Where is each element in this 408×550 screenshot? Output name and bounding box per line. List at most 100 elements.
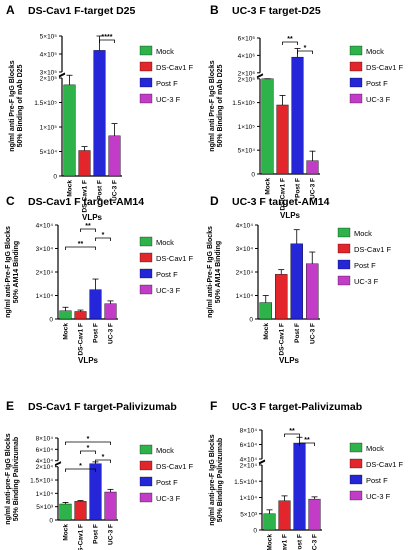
bar-uc-3-f: [108, 135, 121, 177]
y-axis-label-line: 50% AM14 Binding: [13, 241, 20, 303]
y-tick-label: 1.5×10⁵: [34, 100, 57, 107]
legend-label: Mock: [354, 229, 372, 238]
legend-swatch-mock: [139, 444, 153, 455]
bar-uc-3-f: [104, 303, 117, 320]
significance-bracket: [282, 41, 298, 45]
legend-swatch-mock: [349, 442, 363, 453]
bar-mock: [259, 302, 272, 320]
x-tick-label: Mock: [63, 524, 70, 541]
bar-uc-3-f: [104, 491, 117, 521]
legend-label: Post F: [366, 476, 388, 485]
y-tick-label: 2×10⁴: [36, 270, 54, 277]
bar-ds-cav1-f: [275, 274, 288, 320]
y-tick-label: 5×10⁵: [40, 34, 58, 41]
y-tick-label: 5×10⁴: [238, 148, 256, 155]
significance-bracket: [299, 442, 315, 446]
legend-swatch-mock: [139, 236, 153, 247]
x-axis-label: VLPs: [82, 213, 103, 222]
y-axis-label: ng/ml anti-pre-F IgG Blocks50% Binding P…: [209, 434, 224, 526]
panel-letter: D: [210, 194, 219, 208]
bar-uc-3-f: [306, 160, 319, 175]
significance-bracket: [95, 237, 111, 241]
y-axis-label-line: ng/ml anti-pre-F IgG Blocks: [5, 433, 12, 525]
y-tick-label: 0: [49, 317, 53, 324]
y-axis-label-line: 50% Binding of mAb D25: [217, 64, 224, 147]
legend-swatch-uc-3-f: [139, 492, 153, 503]
legend-label: DS-Cav1 F: [156, 63, 194, 72]
y-tick-label: 4×10⁴: [236, 223, 254, 230]
y-tick-label: 4×10⁴: [36, 458, 54, 465]
axis-break-mark: [256, 73, 264, 78]
legend-label: DS-Cav1 F: [366, 63, 404, 72]
significance-label: *: [304, 45, 307, 52]
x-tick-label: UC-3 F: [112, 180, 119, 201]
y-tick-label: 4×10⁴: [36, 223, 54, 230]
legend-swatch-ds-cav1-f: [349, 458, 363, 469]
significance-label: **: [78, 241, 84, 248]
y-axis-label-line: ng/ml anti Pre-F IgG Blocks: [9, 60, 16, 152]
significance-label: *: [79, 463, 82, 470]
y-tick-label: 1.5×10⁵: [232, 100, 255, 107]
y-tick-label: 0: [53, 174, 57, 181]
panel-b: B UC-3 F target-D25 ng/ml anti Pre-F IgG B…: [209, 3, 404, 220]
legend-swatch-post-f: [349, 77, 363, 88]
y-tick-label: 4×10⁶: [238, 53, 256, 60]
legend-swatch-ds-cav1-f: [139, 252, 153, 263]
panel-f: F UC-3 F target-Palivizumab ng/ml anti-pre…: [209, 399, 404, 550]
axis-break-mark: [58, 72, 66, 77]
y-axis-label: ng/ml anti-Pre-F IgG Blocks50% AM14 Bind…: [5, 226, 20, 318]
legend-swatch-mock: [349, 45, 363, 56]
y-tick-label: 4×10⁵: [40, 52, 58, 59]
x-tick-label: Mock: [63, 323, 70, 340]
bar-post-f: [291, 56, 304, 175]
legend-label: DS-Cav1 F: [156, 254, 194, 263]
significance-label: *: [102, 232, 105, 239]
y-axis-label-line: 50% Binding Palivizumab: [13, 437, 20, 521]
legend-swatch-uc-3-f: [337, 275, 351, 286]
bar-mock: [261, 78, 274, 175]
y-axis-label: ng/ml anti-pre-F IgG Blocks50% Binding P…: [5, 433, 20, 525]
y-tick-label: 5×10⁴: [40, 149, 58, 156]
y-tick-label: 2×10⁴: [236, 270, 254, 277]
significance-bracket: [80, 228, 96, 232]
bar-mock: [59, 503, 72, 521]
axis-break-mark: [256, 74, 264, 79]
legend-label: Mock: [156, 47, 174, 56]
y-tick-label: 8×10⁴: [240, 428, 258, 435]
y-tick-label: 1×10⁵: [40, 125, 58, 132]
x-tick-label: DS-Cav1 F: [282, 534, 289, 550]
legend-label: Mock: [156, 238, 174, 247]
bar-ds-cav1-f: [278, 500, 291, 531]
x-tick-label: Post F: [93, 323, 100, 343]
panel-title: UC-3 F target-Palivizumab: [232, 401, 362, 413]
panel-title: UC-3 F target-D25: [232, 5, 321, 17]
bar-mock: [59, 310, 72, 320]
y-tick-label: 5×10³: [240, 511, 258, 518]
y-axis-label: ng/ml anti Pre-F IgG Blocks50% Binding o…: [209, 60, 224, 152]
panel-letter: B: [210, 3, 219, 17]
y-tick-label: 0: [49, 518, 53, 525]
x-tick-label: UC-3 F: [309, 323, 316, 344]
legend-label: Post F: [354, 261, 376, 270]
significance-label: **: [85, 223, 91, 230]
legend-label: UC-3 F: [354, 277, 379, 286]
y-tick-label: 2×10⁴: [36, 464, 54, 471]
y-tick-label: 1.5×10⁴: [234, 479, 257, 486]
legend-swatch-uc-3-f: [349, 490, 363, 501]
significance-bracket: [95, 459, 111, 463]
legend-swatch-ds-cav1-f: [349, 61, 363, 72]
legend-label: DS-Cav1 F: [366, 460, 404, 469]
significance-label: **: [289, 428, 295, 435]
y-tick-label: 3×10⁴: [36, 246, 54, 253]
x-tick-label: UC-3 F: [310, 178, 317, 199]
legend-label: Post F: [156, 79, 178, 88]
y-axis-label-line: 50% Binding Palivizumab: [217, 438, 224, 522]
panel-e: E DS-Cav1 F target-Palivizumab ng/ml anti-…: [5, 399, 194, 550]
y-tick-label: 6×10⁴: [240, 442, 258, 449]
y-tick-label: 1×10⁴: [36, 293, 54, 300]
bar-uc-3-f: [306, 263, 319, 320]
y-tick-label: 3×10⁴: [236, 246, 254, 253]
bar-ds-cav1-f: [74, 311, 87, 320]
legend-label: Mock: [156, 446, 174, 455]
